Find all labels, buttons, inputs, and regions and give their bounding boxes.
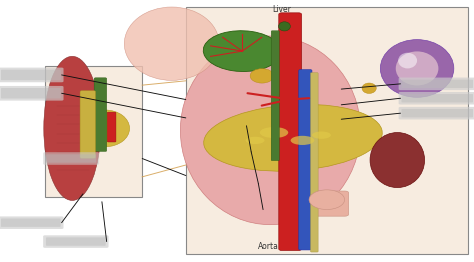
Ellipse shape — [81, 110, 129, 147]
Text: Liver: Liver — [273, 5, 292, 14]
Ellipse shape — [291, 136, 314, 145]
FancyBboxPatch shape — [1, 88, 61, 99]
Ellipse shape — [260, 127, 288, 138]
FancyBboxPatch shape — [299, 70, 312, 250]
Ellipse shape — [380, 40, 454, 97]
Ellipse shape — [396, 51, 438, 85]
FancyBboxPatch shape — [46, 237, 106, 246]
FancyBboxPatch shape — [401, 109, 473, 117]
FancyBboxPatch shape — [279, 13, 301, 250]
FancyBboxPatch shape — [271, 31, 279, 161]
Ellipse shape — [309, 190, 345, 210]
Ellipse shape — [180, 36, 360, 225]
Ellipse shape — [250, 69, 274, 83]
Ellipse shape — [398, 53, 417, 68]
FancyBboxPatch shape — [0, 68, 64, 82]
FancyBboxPatch shape — [43, 235, 109, 248]
FancyBboxPatch shape — [401, 94, 473, 102]
FancyBboxPatch shape — [310, 73, 318, 252]
Ellipse shape — [203, 31, 281, 72]
Bar — [45, 66, 142, 196]
FancyBboxPatch shape — [80, 91, 95, 158]
FancyBboxPatch shape — [43, 152, 99, 165]
Ellipse shape — [362, 83, 376, 94]
Ellipse shape — [246, 137, 264, 144]
FancyBboxPatch shape — [107, 112, 116, 142]
Bar — [186, 7, 468, 254]
FancyBboxPatch shape — [399, 107, 474, 119]
Text: Aorta: Aorta — [258, 242, 279, 251]
FancyBboxPatch shape — [1, 219, 61, 227]
Ellipse shape — [312, 132, 331, 139]
FancyBboxPatch shape — [0, 86, 64, 101]
FancyBboxPatch shape — [46, 154, 96, 163]
FancyBboxPatch shape — [401, 80, 473, 88]
Ellipse shape — [370, 133, 425, 188]
FancyBboxPatch shape — [94, 78, 107, 151]
FancyBboxPatch shape — [399, 78, 474, 90]
FancyBboxPatch shape — [0, 216, 64, 229]
Ellipse shape — [124, 7, 219, 80]
Ellipse shape — [44, 56, 100, 200]
Ellipse shape — [279, 22, 291, 31]
FancyBboxPatch shape — [399, 92, 474, 105]
FancyBboxPatch shape — [305, 191, 348, 216]
Ellipse shape — [204, 104, 382, 171]
FancyBboxPatch shape — [1, 70, 61, 80]
